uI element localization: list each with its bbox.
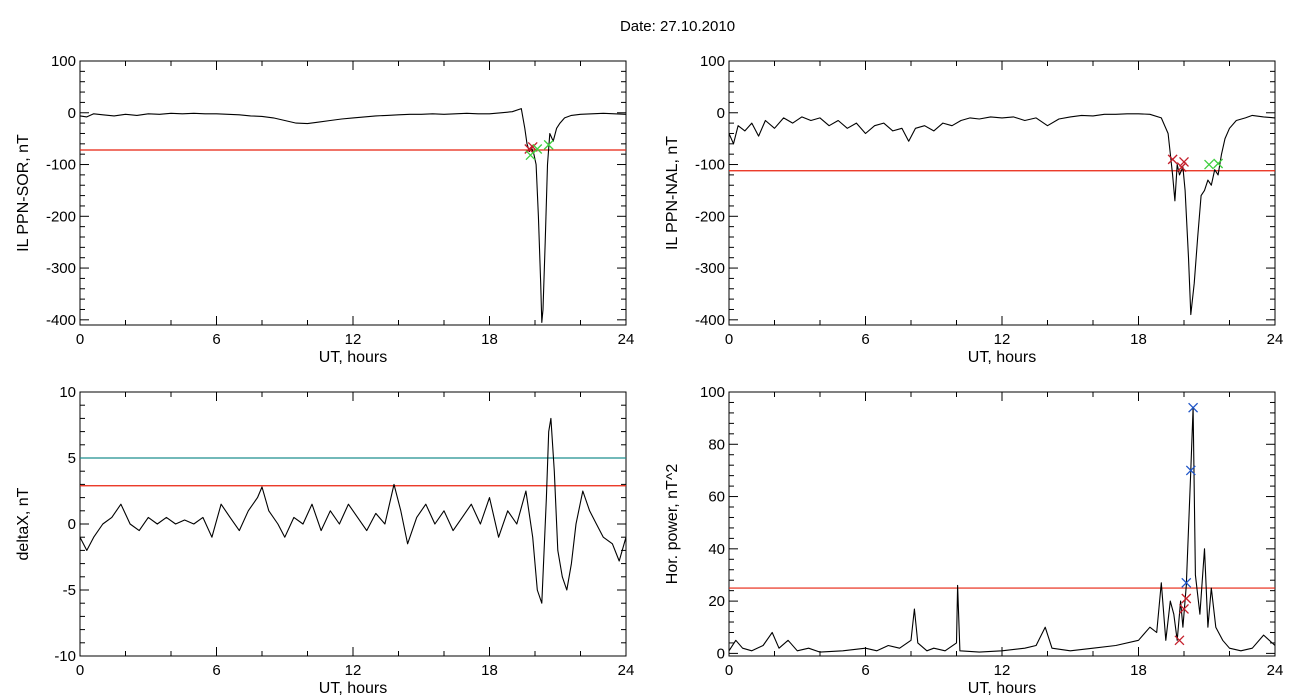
y-tick-label: 80 [708, 436, 725, 453]
x-tick-label: 24 [618, 331, 635, 348]
x-tick-label: 18 [481, 662, 498, 679]
cross-marker [1179, 603, 1189, 614]
cross-marker-stroke [1204, 159, 1214, 170]
cross-marker-stroke [532, 144, 543, 154]
x-tick-label: 18 [1130, 331, 1147, 348]
panel-il-ppn-sor: 0 6 12 18 24 100 0 -100 -200 -300 -400 UT, hours IL … [15, 53, 634, 366]
x-tick-label: 6 [861, 331, 869, 348]
panel-il-ppn-nal: 0 6 12 18 24 100 0 -100 -200 -300 -400 UT, hours IL … [664, 53, 1283, 366]
y-tick-label: -5 [63, 582, 76, 599]
y-axis-title: deltaX, nT [15, 487, 32, 560]
y-tick-label: 10 [59, 384, 76, 401]
x-tick-label: 12 [994, 331, 1011, 348]
y-axis-title: IL PPN-SOR, nT [15, 134, 32, 252]
x-tick-label: 24 [1267, 331, 1284, 348]
x-tick-label: 18 [481, 331, 498, 348]
plot-frame [79, 391, 627, 657]
y-tick-label: 100 [51, 53, 76, 70]
cross-marker-stroke [1181, 593, 1192, 604]
cross-marker-stroke [1179, 156, 1189, 167]
x-tick-label: 18 [1130, 662, 1147, 679]
cross-marker-stroke [1188, 402, 1199, 413]
cross-marker-stroke [1181, 577, 1192, 588]
y-axis-title: IL PPN-NAL, nT [664, 136, 681, 250]
y-tick-label: -200 [695, 208, 725, 225]
y-tick-label: 0 [717, 645, 725, 662]
y-axis-title: Hor. power, nT^2 [664, 464, 681, 585]
x-axis-title: UT, hours [968, 349, 1036, 366]
x-axis-title: UT, hours [968, 680, 1036, 697]
series-line [79, 417, 627, 604]
y-tick-label: -100 [695, 157, 725, 174]
cross-marker-stroke [527, 141, 538, 152]
figure-title: Date: 27.10.2010 [619, 18, 736, 35]
cross-marker [1185, 465, 1196, 476]
cross-marker [1176, 162, 1187, 173]
cross-marker-stroke [1167, 154, 1178, 165]
x-tick-label: 0 [76, 662, 84, 679]
x-axis-title: UT, hours [319, 680, 387, 697]
cross-marker [1179, 156, 1189, 167]
panel-deltax: 0 6 12 18 24 10 5 0 -5 -10 UT, hours deltaX, nT [15, 384, 634, 697]
x-tick-label: 24 [1267, 662, 1284, 679]
cross-marker [543, 139, 554, 150]
cross-marker-stroke [543, 139, 554, 150]
y-tick-label: 100 [700, 53, 725, 70]
x-tick-label: 24 [618, 662, 635, 679]
y-tick-label: 100 [700, 384, 725, 401]
y-tick-label: 0 [68, 105, 76, 122]
cross-marker-stroke [1176, 162, 1187, 173]
x-tick-label: 0 [725, 331, 733, 348]
cross-marker [1167, 154, 1178, 165]
cross-marker [1204, 159, 1214, 170]
x-tick-label: 12 [345, 331, 362, 348]
y-tick-label: -100 [46, 157, 76, 174]
cross-marker [532, 144, 543, 154]
series-line [728, 113, 1276, 316]
y-tick-label: 5 [68, 450, 76, 467]
panel-hor-power: 0 6 12 18 24 100 80 60 40 20 0 UT, hours Hor. power,… [664, 384, 1283, 697]
x-tick-label: 0 [76, 331, 84, 348]
y-tick-label: -400 [46, 312, 76, 329]
cross-marker-stroke [1185, 465, 1196, 476]
cross-marker [1181, 593, 1192, 604]
x-tick-label: 6 [861, 662, 869, 679]
cross-marker-stroke [1213, 158, 1224, 169]
cross-marker [1188, 402, 1199, 413]
cross-marker [1213, 158, 1224, 169]
series-line [79, 108, 627, 323]
x-tick-label: 6 [212, 331, 220, 348]
y-tick-label: -300 [46, 260, 76, 277]
x-tick-label: 12 [345, 662, 362, 679]
y-tick-label: -300 [695, 260, 725, 277]
cross-marker-stroke [1179, 603, 1189, 614]
x-tick-label: 0 [725, 662, 733, 679]
cross-marker [1174, 635, 1185, 646]
x-tick-label: 12 [994, 662, 1011, 679]
y-tick-label: 60 [708, 489, 725, 506]
y-tick-label: 20 [708, 593, 725, 610]
plot-frame [728, 60, 1276, 326]
y-tick-label: 0 [68, 516, 76, 533]
y-tick-label: -10 [54, 648, 76, 665]
y-tick-label: -200 [46, 208, 76, 225]
y-tick-label: 0 [717, 105, 725, 122]
series-line [728, 407, 1276, 653]
y-tick-label: 40 [708, 541, 725, 558]
cross-marker-stroke [1174, 635, 1185, 646]
cross-marker [1181, 577, 1192, 588]
x-tick-label: 6 [212, 662, 220, 679]
x-axis-title: UT, hours [319, 349, 387, 366]
y-tick-label: -400 [695, 312, 725, 329]
